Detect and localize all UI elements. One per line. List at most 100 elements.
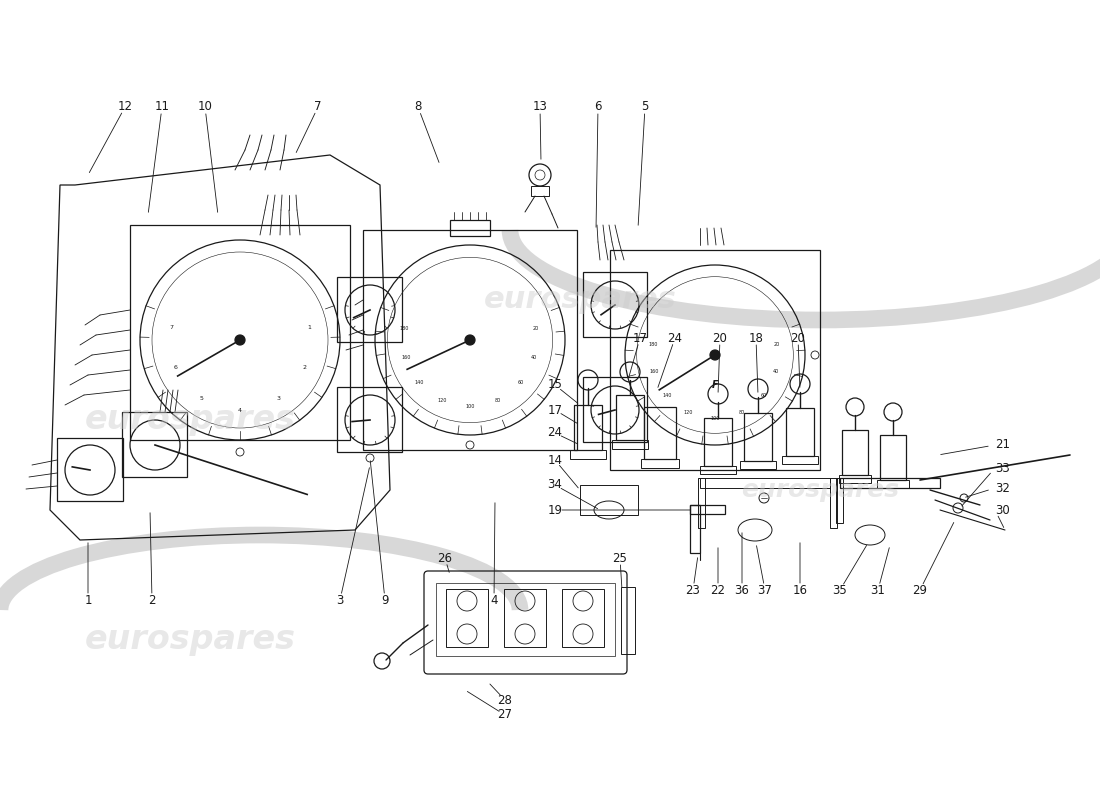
Text: 21: 21 <box>996 438 1010 451</box>
Text: 13: 13 <box>532 101 548 114</box>
Text: 20: 20 <box>532 326 539 331</box>
Text: 16: 16 <box>792 583 807 597</box>
Text: 120: 120 <box>684 410 693 414</box>
Text: 11: 11 <box>154 101 169 114</box>
Text: 180: 180 <box>399 326 409 331</box>
Bar <box>744 413 772 461</box>
Bar <box>612 440 648 449</box>
Bar <box>57 438 123 501</box>
Circle shape <box>235 335 245 345</box>
Text: 160: 160 <box>649 369 659 374</box>
Text: 32: 32 <box>996 482 1010 494</box>
Bar <box>839 475 871 483</box>
Bar <box>130 225 350 440</box>
Text: 3: 3 <box>337 594 343 606</box>
Text: 19: 19 <box>548 503 562 517</box>
Text: 33: 33 <box>996 462 1010 474</box>
Text: 20: 20 <box>713 331 727 345</box>
Text: eurospares: eurospares <box>484 286 676 314</box>
Bar <box>836 478 843 523</box>
Text: 25: 25 <box>613 551 627 565</box>
Text: 4: 4 <box>491 594 497 606</box>
Bar <box>644 407 676 459</box>
Bar <box>786 408 814 456</box>
Text: 24: 24 <box>668 331 682 345</box>
Text: 1: 1 <box>307 326 311 330</box>
Text: 24: 24 <box>548 426 562 439</box>
Text: eurospares: eurospares <box>741 478 899 502</box>
Text: 35: 35 <box>833 583 847 597</box>
Bar <box>880 435 906 480</box>
Bar <box>740 461 776 469</box>
Bar <box>570 450 606 459</box>
Text: 9: 9 <box>382 594 388 606</box>
Text: 1: 1 <box>85 594 91 606</box>
Text: 80: 80 <box>738 410 745 414</box>
Bar <box>574 405 602 450</box>
Bar <box>446 589 488 647</box>
Bar <box>450 220 490 236</box>
Text: 20: 20 <box>774 342 780 346</box>
Text: 40: 40 <box>772 369 779 374</box>
Text: 180: 180 <box>648 342 658 346</box>
Text: 17: 17 <box>548 403 562 417</box>
Text: 60: 60 <box>518 380 524 386</box>
Text: 30: 30 <box>996 503 1010 517</box>
Text: 20: 20 <box>791 331 805 345</box>
Text: 14: 14 <box>548 454 562 466</box>
Bar <box>583 377 647 442</box>
Text: 40: 40 <box>531 354 538 360</box>
Text: 2: 2 <box>302 366 306 370</box>
Text: 34: 34 <box>548 478 562 491</box>
Bar <box>616 395 644 440</box>
Bar <box>877 480 909 488</box>
Bar <box>700 478 830 488</box>
Bar <box>436 583 615 656</box>
Text: 18: 18 <box>749 331 763 345</box>
Text: 80: 80 <box>495 398 502 402</box>
Text: 7: 7 <box>169 326 173 330</box>
Text: 8: 8 <box>415 101 421 114</box>
Bar <box>337 277 401 342</box>
Text: 36: 36 <box>735 583 749 597</box>
Text: 15: 15 <box>548 378 562 391</box>
Bar <box>830 478 837 528</box>
Bar <box>842 430 868 475</box>
Text: 29: 29 <box>913 583 927 597</box>
Bar <box>531 186 549 196</box>
Bar <box>583 272 647 337</box>
Text: 12: 12 <box>118 101 132 114</box>
Bar <box>704 418 732 466</box>
Text: 140: 140 <box>662 393 671 398</box>
Text: 22: 22 <box>711 583 726 597</box>
Bar <box>580 485 638 515</box>
Bar <box>641 459 679 468</box>
Text: 120: 120 <box>437 398 447 402</box>
Text: 17: 17 <box>632 331 648 345</box>
Text: 5: 5 <box>641 101 649 114</box>
Text: 100: 100 <box>465 404 475 409</box>
Text: 5: 5 <box>199 396 204 401</box>
Circle shape <box>465 335 475 345</box>
Bar <box>363 230 578 450</box>
Text: 27: 27 <box>497 709 513 722</box>
Text: 37: 37 <box>758 583 772 597</box>
Text: 10: 10 <box>198 101 212 114</box>
Bar <box>700 466 736 474</box>
Text: 26: 26 <box>438 551 452 565</box>
Text: 100: 100 <box>711 415 719 421</box>
Text: eurospares: eurospares <box>85 623 296 657</box>
Bar <box>690 505 700 553</box>
Text: 60: 60 <box>760 393 767 398</box>
Bar <box>782 456 818 464</box>
Bar <box>840 478 940 488</box>
Text: 31: 31 <box>870 583 886 597</box>
Text: 7: 7 <box>315 101 321 114</box>
Text: 2: 2 <box>148 594 156 606</box>
Text: 160: 160 <box>402 354 410 360</box>
Bar <box>698 478 705 528</box>
Bar <box>690 505 725 514</box>
Bar <box>621 587 635 654</box>
Circle shape <box>710 350 720 360</box>
Text: 3: 3 <box>276 396 280 401</box>
